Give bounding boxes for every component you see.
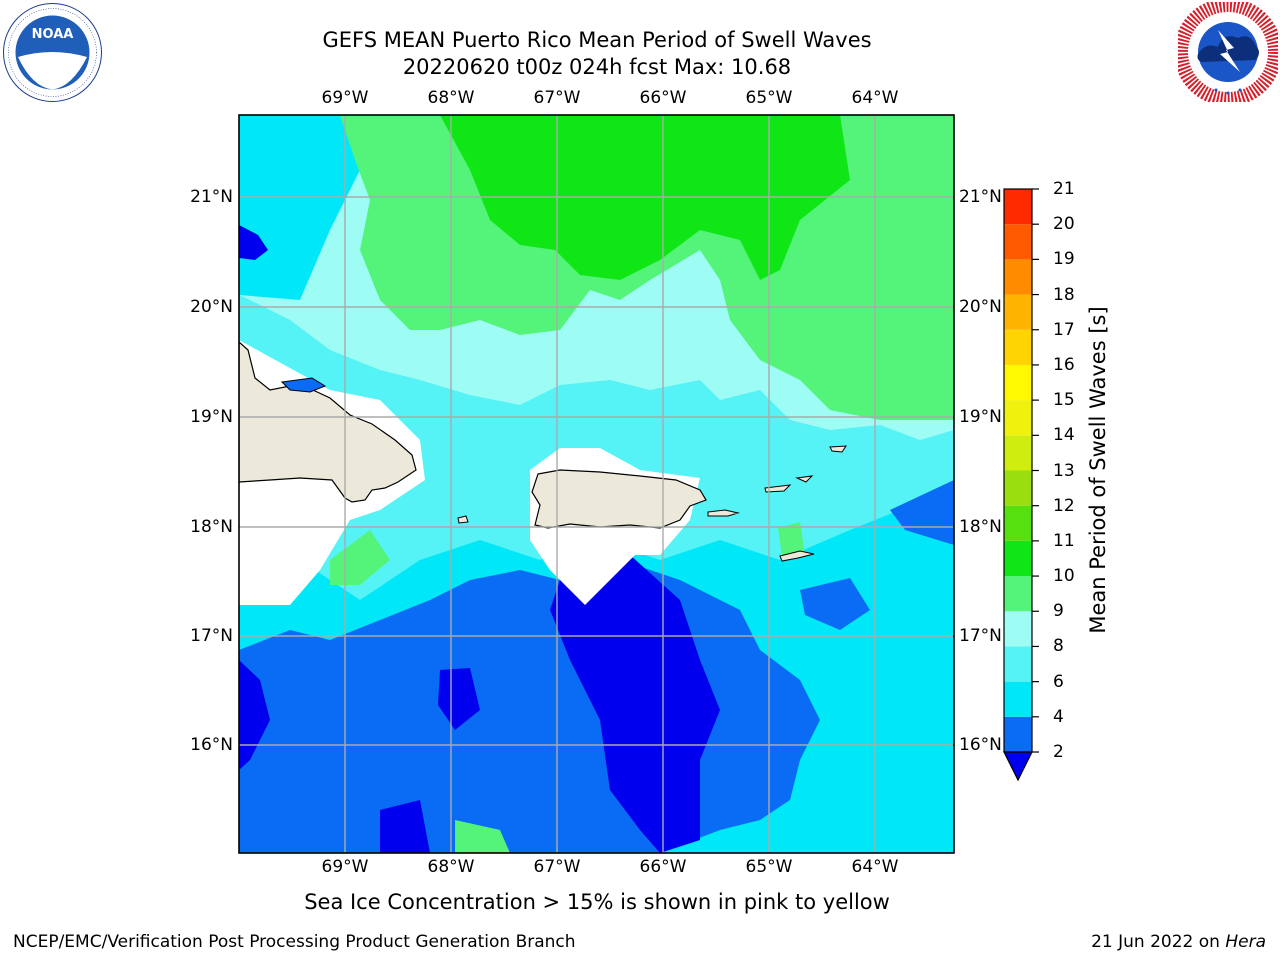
colorbar-extend-triangle (1003, 751, 1033, 782)
colorbar-tick-label: 15 (1053, 390, 1075, 411)
lat-label-right: 17°N (959, 626, 1002, 646)
date-text: 21 Jun 2022 on (1091, 932, 1226, 952)
lat-label-left: 17°N (190, 626, 233, 646)
colorbar-tick-label: 2 (1053, 742, 1064, 762)
colorbar-segment (1004, 400, 1032, 436)
colorbar-segment (1004, 259, 1032, 295)
lat-label-left: 18°N (190, 517, 233, 537)
colorbar-segment (1004, 189, 1032, 225)
host-name: Hera (1225, 932, 1266, 952)
date-line: 21 Jun 2022 on Hera (1091, 932, 1266, 952)
colorbar-tick-label: 9 (1053, 601, 1064, 622)
lon-label-bottom: 65°W (745, 857, 793, 877)
lon-label-bottom: 69°W (321, 857, 369, 877)
colorbar-tick-label: 4 (1053, 706, 1064, 727)
chart-title: GEFS MEAN Puerto Rico Mean Period of Swe… (322, 28, 872, 52)
svg-text:NOAA: NOAA (32, 27, 74, 42)
swell-band-lt2-west (239, 660, 480, 853)
colorbar-segment (1004, 611, 1032, 647)
colorbar-segment (1004, 505, 1032, 541)
colorbar-segment (1004, 681, 1032, 717)
colorbar-tick-label: 20 (1053, 214, 1075, 235)
sea-ice-note-text: Sea Ice Concentration > 15% is shown in … (304, 890, 890, 914)
lat-label-right: 20°N (959, 297, 1002, 317)
colorbar-segment (1004, 294, 1032, 330)
swell-band-lt2-south (550, 555, 720, 853)
colorbar-tick-label: 21 (1053, 179, 1075, 199)
colorbar (1003, 188, 1039, 782)
colorbar-tick-label: 11 (1053, 530, 1075, 551)
colorbar-segment (1004, 576, 1032, 612)
st-croix (779, 550, 815, 562)
lon-label-bottom: 66°W (639, 857, 687, 877)
lat-label-left: 21°N (190, 187, 233, 207)
colorbar-segment (1004, 329, 1032, 365)
colorbar-tick-label: 12 (1053, 495, 1075, 516)
colorbar-tick-label: 14 (1053, 425, 1075, 446)
lon-label-bottom: 64°W (851, 857, 899, 877)
lon-label-top: 67°W (533, 88, 581, 108)
colorbar-tick-label: 13 (1053, 460, 1075, 481)
map-frame (238, 114, 955, 854)
lat-label-right: 18°N (959, 517, 1002, 537)
colorbar-tick-label: 17 (1053, 319, 1075, 340)
hispaniola-land (239, 341, 417, 503)
lon-label-bottom: 67°W (533, 857, 581, 877)
colorbar-label: Mean Period of Swell Waves [s] (1086, 306, 1110, 634)
turks-caicos (280, 377, 327, 393)
credit-line: NCEP/EMC/Verification Post Processing Pr… (13, 932, 576, 952)
lat-label-left: 20°N (190, 297, 233, 317)
colorbar-segment (1004, 540, 1032, 577)
lon-label-top: 68°W (427, 88, 475, 108)
colorbar-tick-label: 18 (1053, 284, 1075, 305)
sea-ice-note: Sea Ice Concentration > 15% is shown in … (0, 890, 1280, 914)
colorbar-segment (1004, 646, 1032, 682)
swell-band-lt2-nw (239, 225, 268, 260)
mona-island (457, 515, 469, 524)
colorbar-tick-label: 8 (1053, 636, 1064, 657)
colorbar-segment (1004, 716, 1032, 752)
lat-label-right: 21°N (959, 187, 1002, 207)
virgin-islands (707, 445, 847, 517)
colorbar-tick-label: 16 (1053, 354, 1075, 375)
noaa-logo: NOAA (3, 3, 102, 102)
colorbar-tick-label: 6 (1053, 671, 1064, 692)
colorbar-segment (1004, 364, 1032, 401)
lat-label-right: 19°N (959, 407, 1002, 427)
lat-label-right: 16°N (959, 735, 1002, 755)
lon-label-top: 66°W (639, 88, 687, 108)
lon-label-top: 69°W (321, 88, 369, 108)
gridlines (239, 115, 954, 853)
colorbar-segment (1004, 224, 1032, 260)
lon-label-top: 65°W (745, 88, 793, 108)
chart-subtitle: 20220620 t00z 024h fcst Max: 10.68 (402, 55, 792, 79)
nws-logo (1178, 2, 1278, 102)
colorbar-tick-label: 10 (1053, 566, 1075, 587)
lat-label-left: 19°N (190, 407, 233, 427)
colorbar-segment (1004, 435, 1032, 471)
lat-label-left: 16°N (190, 735, 233, 755)
colorbar-tick-label: 19 (1053, 249, 1075, 270)
lon-label-top: 64°W (851, 88, 899, 108)
colorbar-segment (1004, 470, 1032, 506)
swell-band-2-4-east (800, 480, 954, 630)
swell-period-field (239, 115, 954, 853)
swell-band-9-10-south (330, 522, 805, 853)
lon-label-bottom: 68°W (427, 857, 475, 877)
